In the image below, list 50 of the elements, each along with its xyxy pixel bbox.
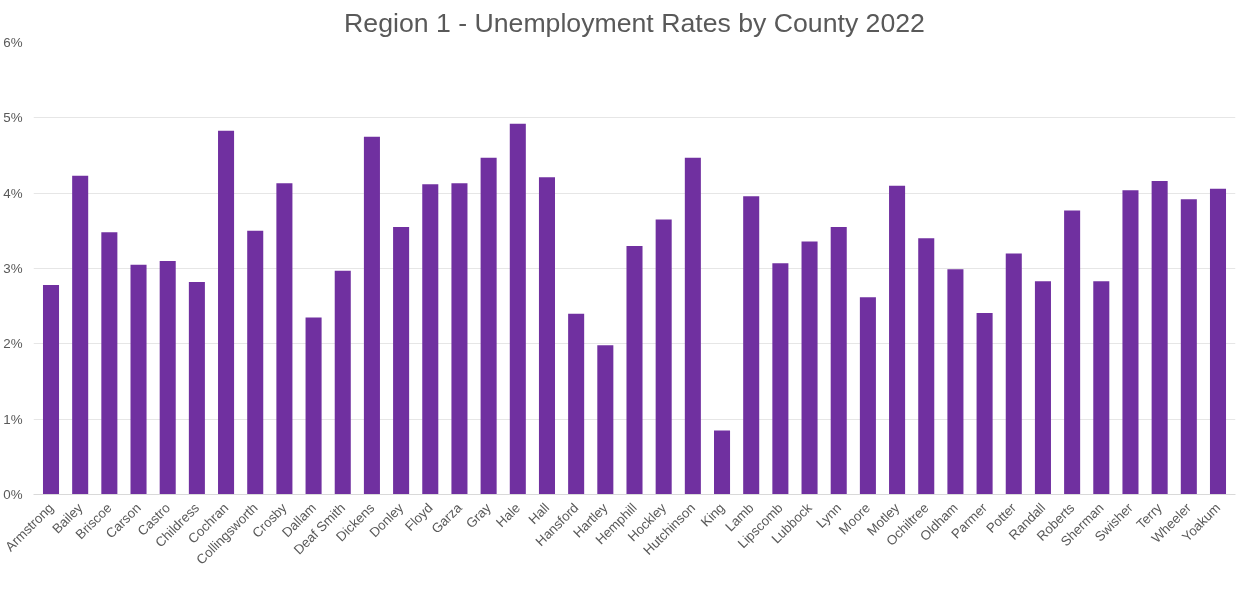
bar <box>1180 199 1197 495</box>
bar <box>72 175 89 495</box>
bar <box>1209 188 1227 495</box>
bar <box>101 232 118 495</box>
bar <box>159 260 176 495</box>
bar <box>976 312 993 495</box>
bar <box>714 430 731 495</box>
bar <box>1034 281 1051 495</box>
bar <box>188 282 205 495</box>
y-tick-label: 1% <box>3 411 23 427</box>
bar <box>1151 181 1168 495</box>
y-tick-label: 4% <box>3 185 23 201</box>
bar <box>655 219 672 495</box>
bar <box>772 263 789 495</box>
bar <box>918 238 935 495</box>
y-tick-label: 0% <box>3 487 23 502</box>
bar <box>1093 281 1110 495</box>
bar <box>422 184 439 495</box>
x-tick-label: Hale <box>493 500 524 531</box>
bar <box>363 136 380 495</box>
bar <box>743 196 760 495</box>
bar <box>451 183 468 495</box>
bar <box>393 227 410 495</box>
bar <box>830 227 847 495</box>
bar <box>334 270 351 495</box>
bar <box>42 285 60 495</box>
bar <box>889 185 906 495</box>
bar <box>305 317 322 495</box>
y-tick-label: 2% <box>3 336 23 352</box>
y-tick-label: 5% <box>3 110 23 126</box>
bar <box>247 230 264 495</box>
bar <box>276 183 293 495</box>
bar <box>568 313 585 495</box>
bar <box>859 297 876 495</box>
bar <box>538 177 555 495</box>
y-tick-label: 6% <box>3 35 23 50</box>
bar <box>1005 253 1022 495</box>
bar <box>1122 190 1139 495</box>
chart-title: Region 1 - Unemployment Rates by County 2022 <box>344 7 925 38</box>
bar <box>218 130 235 495</box>
bar <box>684 157 701 495</box>
bar <box>801 241 818 495</box>
bar <box>509 123 526 495</box>
y-tick-label: 3% <box>3 261 23 276</box>
bar <box>947 269 964 495</box>
bar <box>597 345 614 495</box>
bar <box>130 264 147 495</box>
bar <box>480 157 497 495</box>
bar <box>626 245 643 495</box>
bar <box>1064 210 1081 495</box>
